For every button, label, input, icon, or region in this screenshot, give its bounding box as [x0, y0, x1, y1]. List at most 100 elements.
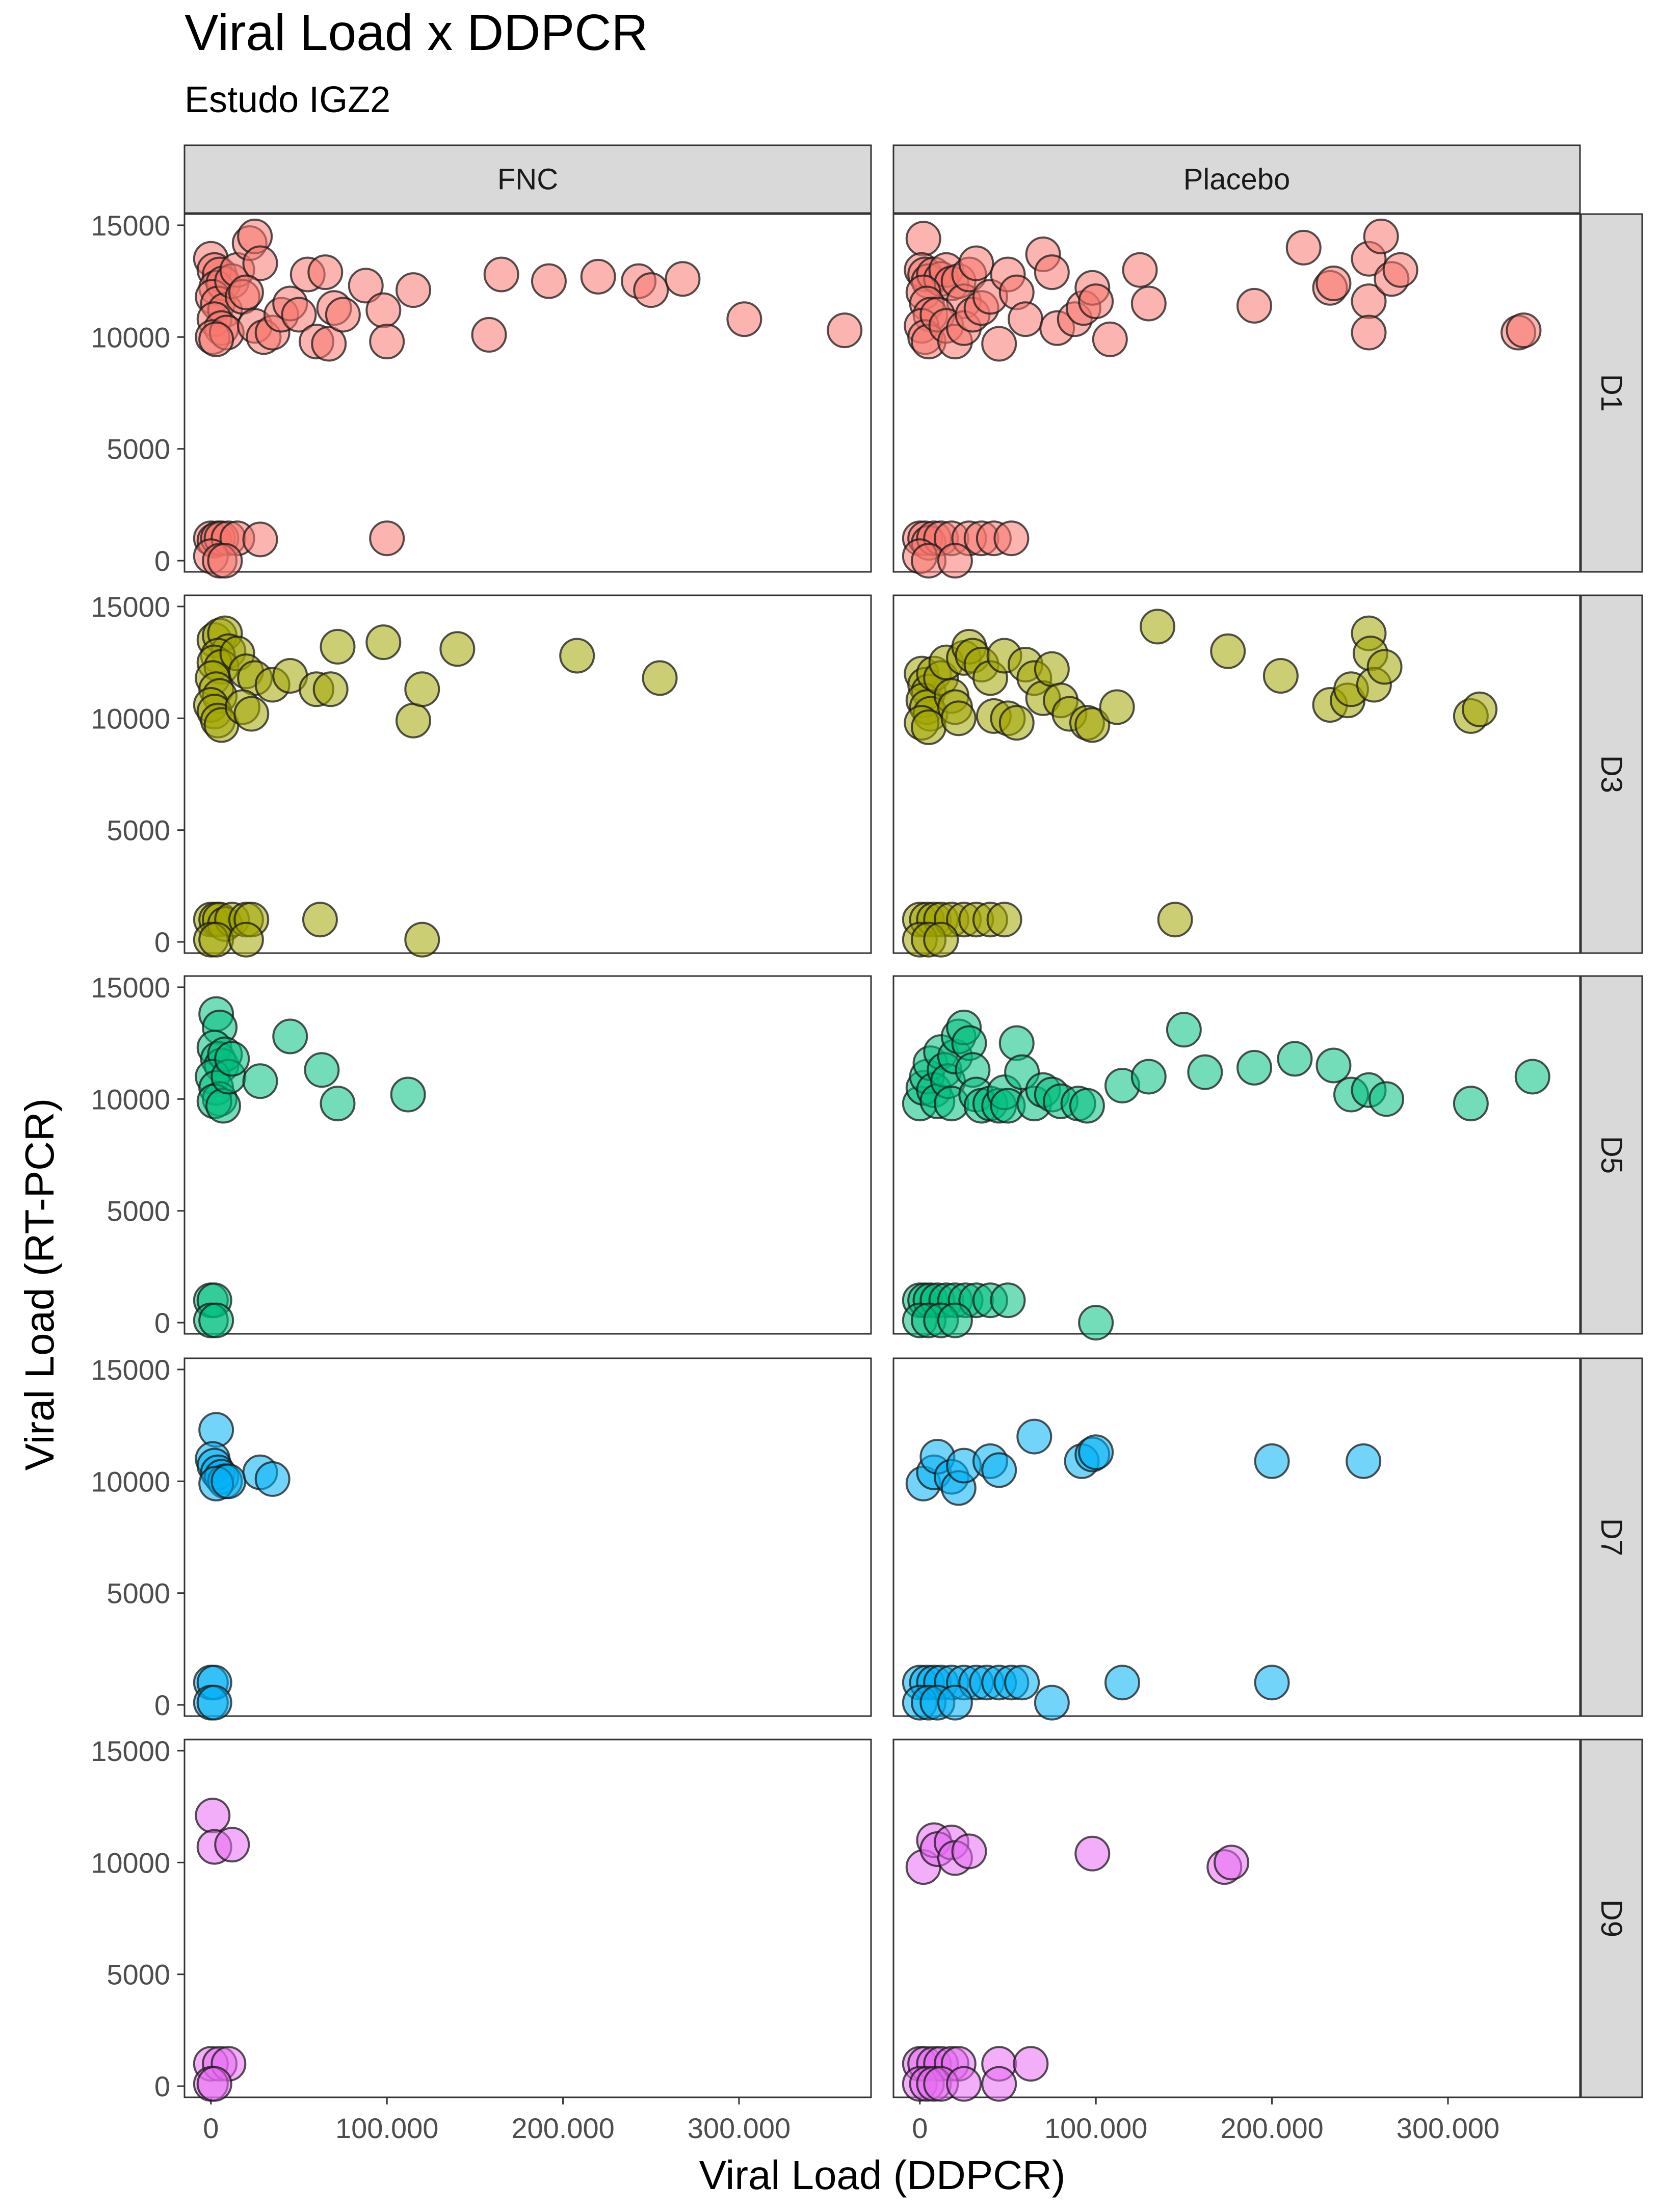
data-point — [990, 1282, 1026, 1319]
data-point — [531, 263, 567, 299]
data-point — [580, 258, 616, 295]
data-point — [228, 921, 264, 958]
data-point — [214, 1827, 250, 1863]
data-point — [1254, 1665, 1290, 1701]
data-point — [1130, 285, 1167, 322]
data-point — [946, 2066, 982, 2102]
facet-strip-label: D7 — [1595, 1518, 1628, 1556]
data-point — [1074, 707, 1111, 743]
y-tick-label: 5000 — [107, 1195, 170, 1227]
data-point — [348, 268, 384, 304]
data-point — [1004, 1665, 1040, 1701]
data-point — [633, 272, 669, 308]
data-point — [272, 1018, 308, 1055]
data-point — [471, 317, 507, 353]
panel-d9-placebo — [892, 1739, 1581, 2098]
panel-d7-fnc — [183, 1357, 872, 1717]
data-point — [937, 543, 973, 579]
data-point — [228, 274, 264, 310]
data-point — [307, 254, 344, 291]
data-point — [196, 2066, 232, 2102]
data-point — [320, 1086, 356, 1122]
data-point — [214, 1041, 250, 1077]
y-tick-label: 5000 — [107, 1577, 170, 1610]
data-point — [198, 1302, 234, 1338]
data-point — [559, 638, 595, 674]
data-point — [304, 1052, 340, 1088]
data-point — [311, 326, 347, 362]
data-point — [993, 520, 1030, 557]
y-tick-label: 0 — [154, 1307, 170, 1339]
data-point — [951, 1833, 987, 1869]
panel-d7-placebo — [892, 1357, 1581, 1717]
data-point — [981, 326, 1017, 362]
facet-strip-label: FNC — [497, 163, 558, 196]
data-point — [1462, 691, 1498, 727]
data-point — [1099, 689, 1135, 725]
data-point — [1346, 1443, 1382, 1479]
data-point — [1078, 283, 1114, 320]
data-point — [1368, 1081, 1405, 1117]
data-point — [726, 301, 762, 337]
data-point — [940, 700, 977, 736]
facet-strip-d5 — [1580, 975, 1643, 1335]
y-tick-label: 15000 — [91, 591, 170, 623]
data-point — [905, 221, 941, 257]
y-axis-title: Viral Load (RT-PCR) — [17, 1098, 62, 1471]
data-point — [1236, 287, 1273, 324]
data-point — [198, 321, 234, 357]
data-point — [396, 702, 431, 739]
data-point — [1214, 1845, 1250, 1881]
data-point — [1262, 657, 1299, 694]
y-tick-label: 0 — [154, 545, 170, 577]
data-point — [1285, 229, 1322, 266]
panel-d1-fnc — [183, 213, 872, 573]
facet-strip-d3 — [1580, 594, 1643, 954]
data-point — [1140, 609, 1176, 645]
data-point — [1078, 1305, 1114, 1341]
data-point — [1514, 1059, 1550, 1095]
data-point — [312, 671, 349, 707]
data-point — [1092, 321, 1128, 357]
data-point — [205, 1088, 241, 1124]
facet-strip-label: D1 — [1595, 374, 1628, 412]
data-point — [396, 272, 431, 308]
data-point — [1166, 1012, 1202, 1048]
data-point — [1187, 1054, 1223, 1090]
data-point — [998, 1025, 1035, 1061]
x-tick-label: 300.000 — [1397, 2112, 1499, 2144]
x-tick-label: 0 — [912, 2112, 928, 2144]
facet-strip-fnc — [183, 144, 872, 214]
data-point — [1157, 902, 1193, 938]
data-point — [1016, 1418, 1052, 1455]
data-point — [1034, 1684, 1070, 1721]
data-point — [439, 631, 476, 667]
data-point — [1315, 266, 1352, 302]
data-point — [195, 1798, 231, 1834]
chart-title: Viral Load x DDPCR — [185, 4, 648, 61]
y-tick-label: 10000 — [91, 702, 170, 734]
data-point — [325, 297, 361, 333]
data-point — [1122, 252, 1158, 288]
x-tick-label: 300.000 — [688, 2112, 791, 2144]
y-tick-label: 10000 — [91, 1847, 170, 1879]
data-point — [1008, 301, 1044, 337]
data-point — [998, 705, 1035, 741]
y-tick-label: 0 — [154, 2070, 170, 2102]
panel-d3-fnc — [183, 594, 872, 954]
y-tick-label: 15000 — [91, 1354, 170, 1386]
data-point — [1013, 2046, 1049, 2082]
data-point — [937, 1302, 973, 1338]
x-tick-label: 100.000 — [1044, 2112, 1147, 2144]
data-point — [404, 671, 440, 707]
data-point — [196, 1684, 232, 1721]
data-point — [1034, 254, 1070, 291]
facet-strip-d9 — [1580, 1739, 1643, 2098]
data-point — [1078, 1434, 1114, 1470]
data-point — [665, 261, 701, 297]
data-point — [981, 1452, 1017, 1488]
data-point — [1382, 252, 1418, 288]
data-point — [1236, 1049, 1273, 1086]
data-point — [198, 921, 234, 958]
